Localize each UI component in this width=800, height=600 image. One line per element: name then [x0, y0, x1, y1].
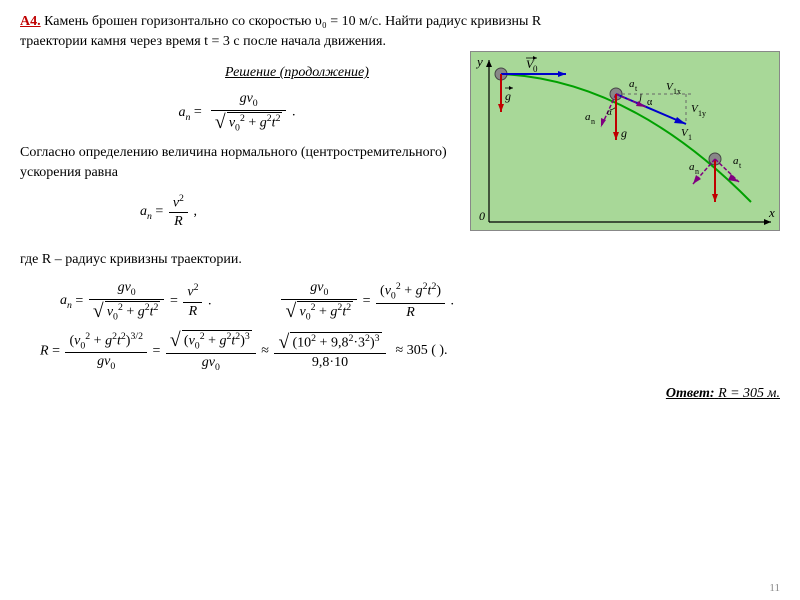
trajectory-diagram: y x 0 V 0 g: [470, 51, 780, 231]
svg-text:1x: 1x: [673, 87, 681, 96]
svg-text:n: n: [695, 167, 699, 176]
left-column: Решение (продолжение) an = gv0 v02 + g2t…: [20, 51, 454, 240]
svg-text:0: 0: [479, 209, 485, 223]
page-number: 11: [769, 582, 780, 594]
svg-text:0: 0: [533, 64, 538, 74]
svg-text:n: n: [591, 117, 595, 126]
problem-text-2: траектории камня через время t = 3 с пос…: [20, 34, 386, 49]
svg-text:t: t: [635, 84, 638, 93]
svg-text:α: α: [647, 97, 653, 108]
formula-an-1: an = gv0 v02 + g2t2 .: [20, 91, 454, 133]
answer-label: Ответ:: [666, 386, 715, 401]
content-row: Решение (продолжение) an = gv0 v02 + g2t…: [20, 51, 780, 240]
final-approx: ≈ 305 ( ).: [396, 343, 448, 359]
solution-title: Решение (продолжение): [140, 65, 454, 81]
answer-value: R = 305 м.: [718, 386, 780, 401]
answer-line: Ответ: R = 305 м.: [20, 386, 780, 402]
svg-text:α: α: [607, 107, 612, 117]
formula-R: R = (v02 + g2t2)3/2 gv0 = (v02 + g2t2)3 …: [20, 330, 780, 372]
svg-text:y: y: [475, 54, 483, 69]
svg-text:g: g: [621, 126, 627, 140]
svg-text:1: 1: [688, 133, 692, 142]
text-definition: Согласно определению величина нормальног…: [20, 143, 454, 182]
svg-text:x: x: [768, 205, 775, 220]
problem-label: А4.: [20, 14, 41, 29]
formula-combined: an = gv0 v02 + g2t2 = v2 R . gv0 v02 + g…: [20, 280, 780, 322]
formula-an-2: an = v2 R ,: [20, 193, 454, 231]
problem-text-1: Камень брошен горизонтально со скоростью…: [44, 14, 541, 29]
diagram-column: y x 0 V 0 g: [470, 51, 780, 240]
text-radius: где R – радиус кривизны траектории.: [20, 250, 780, 270]
svg-text:1y: 1y: [698, 109, 706, 118]
diagram-svg: y x 0 V 0 g: [471, 52, 781, 232]
svg-text:g: g: [505, 89, 511, 103]
svg-text:t: t: [739, 161, 742, 170]
problem-statement: А4. Камень брошен горизонтально со скоро…: [20, 12, 780, 51]
